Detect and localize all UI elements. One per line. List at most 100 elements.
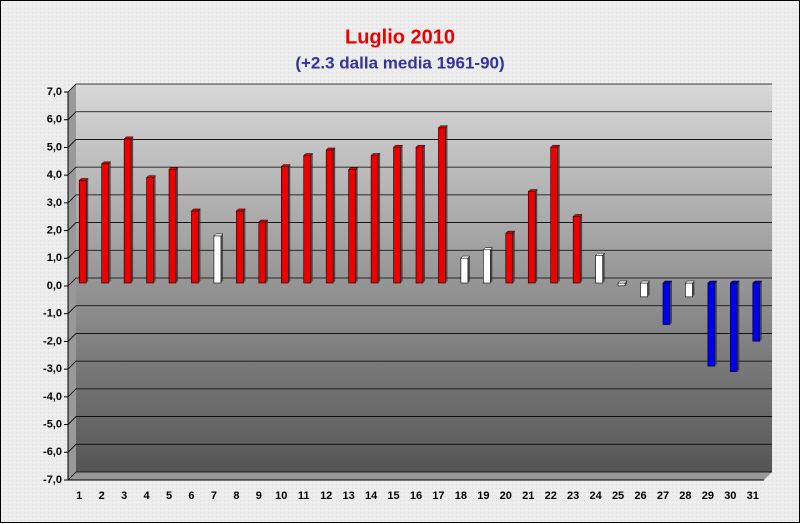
bar-part: [78, 180, 87, 284]
bar: [190, 208, 202, 284]
grid-line: [67, 83, 772, 93]
y-tick-label: 6,0: [47, 114, 62, 126]
y-tick-label: 2,0: [47, 224, 62, 236]
x-tick-label: 16: [410, 490, 422, 502]
x-tick-label: 9: [256, 490, 262, 502]
bar-part: [198, 208, 201, 283]
x-tick-label: 17: [432, 490, 444, 502]
bar-part: [595, 253, 606, 256]
bar-part: [550, 146, 559, 284]
bar-part: [640, 282, 648, 298]
bar-part: [684, 280, 696, 284]
x-tick-label: 27: [657, 490, 669, 502]
bar-part: [714, 281, 717, 367]
bar: [145, 175, 157, 284]
bar-part: [752, 280, 763, 284]
grid-line: [67, 305, 772, 314]
bar-part: [505, 230, 516, 234]
grid-line: [67, 360, 772, 370]
bar-part: [325, 147, 336, 151]
x-tick-label: 15: [387, 490, 399, 502]
x-tick-label: 24: [589, 490, 602, 502]
grid-line: [67, 388, 772, 398]
x-tick-label: 30: [724, 490, 736, 502]
bar-part: [258, 221, 267, 284]
bar-part: [258, 219, 269, 223]
x-tick-label: 8: [233, 490, 239, 502]
bar-part: [669, 281, 672, 325]
bar-part: [168, 167, 179, 170]
grid-line: [67, 194, 772, 204]
grid-line: [67, 443, 772, 453]
bar-part: [692, 281, 695, 297]
y-tick-label: -6,0: [43, 446, 62, 458]
y-tick-label: -1,0: [43, 308, 62, 320]
bar-part: [355, 167, 358, 283]
bar-part: [535, 189, 538, 283]
x-tick-label: 21: [522, 490, 534, 502]
bar-part: [108, 161, 111, 283]
bar-part: [647, 281, 650, 297]
bar-part: [131, 136, 134, 283]
y-tick-label: -3,0: [43, 363, 62, 375]
bar-part: [572, 216, 581, 284]
bar-part: [190, 208, 202, 212]
grid-line: [67, 111, 772, 120]
y-tick-label: 5,0: [47, 141, 62, 153]
bar-part: [243, 208, 246, 283]
bar-part: [572, 214, 583, 217]
bar-part: [423, 145, 425, 283]
grid-line: [67, 416, 772, 425]
bar-part: [415, 146, 424, 284]
bar-part: [460, 257, 469, 284]
x-tick-label: 13: [343, 490, 355, 502]
x-tick-label: 28: [679, 490, 691, 502]
bar-part: [145, 175, 157, 178]
bar-part: [483, 249, 491, 284]
x-tick-label: 7: [211, 490, 217, 502]
grid-line: [67, 139, 772, 148]
x-tick-label: 26: [634, 490, 646, 502]
bar: [235, 208, 246, 284]
bar-part: [235, 208, 246, 212]
bar-part: [512, 231, 515, 283]
bar-part: [153, 175, 156, 283]
bar: [78, 178, 89, 284]
y-tick-label: 3,0: [47, 197, 62, 209]
bar: [572, 214, 583, 284]
bar-part: [707, 280, 718, 284]
bar-part: [400, 145, 403, 283]
bar-part: [280, 164, 291, 167]
y-tick-label: 7,0: [47, 86, 62, 98]
bar-part: [78, 178, 89, 181]
chart-subtitle: (+2.3 dalla media 1961-90): [295, 53, 504, 72]
bar-part: [752, 282, 761, 342]
x-tick-label: 29: [702, 490, 714, 502]
x-tick-label: 5: [166, 490, 172, 502]
bar-part: [303, 153, 314, 156]
bar-part: [662, 280, 673, 284]
bar-part: [460, 255, 471, 259]
bar: [325, 147, 336, 284]
bar-part: [662, 282, 671, 325]
x-tick-label: 31: [747, 490, 759, 502]
bar-part: [759, 281, 762, 342]
x-tick-label: 10: [275, 490, 287, 502]
bar: [752, 280, 763, 342]
bar: [639, 280, 651, 298]
bar-part: [378, 153, 381, 283]
bar: [213, 233, 224, 284]
y-tick-label: -4,0: [43, 391, 62, 403]
bar-part: [639, 280, 651, 284]
bar-part: [280, 166, 289, 284]
x-tick-label: 12: [320, 490, 332, 502]
y-tick-label: -2,0: [43, 335, 62, 347]
grid-line: [67, 166, 772, 176]
y-tick-label: 0,0: [47, 280, 62, 292]
bar: [437, 125, 449, 284]
bar-part: [580, 214, 583, 283]
bar-part: [729, 280, 740, 284]
bar-part: [236, 210, 244, 284]
bar: [258, 219, 269, 284]
